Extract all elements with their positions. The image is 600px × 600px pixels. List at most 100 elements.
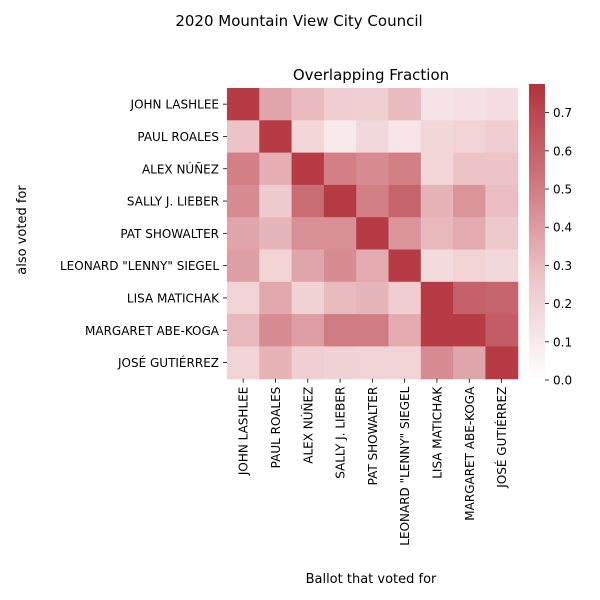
heatmap-cell [388, 346, 422, 380]
y-tick-labels: JOHN LASHLEE PAUL ROALES ALEX NÚÑEZ SALLY J… [60, 98, 227, 370]
heatmap-cell [453, 249, 486, 283]
heatmap-cell [259, 281, 293, 315]
heatmap-cell [453, 88, 486, 121]
heatmap-cells [227, 88, 519, 380]
heatmap-cell [485, 217, 519, 251]
heatmap-cell [485, 281, 519, 315]
heatmap-cell [356, 184, 390, 218]
heatmap-cell [227, 281, 260, 315]
heatmap-cell [259, 184, 293, 218]
colorbar-tick-label: 0.3 [553, 259, 572, 273]
heatmap-cell [323, 346, 357, 380]
heatmap-cell [485, 120, 519, 154]
x-tick-label: JOSÉ GUTIÉRREZ [494, 387, 509, 489]
heatmap-cell [388, 120, 422, 154]
heatmap-cell [420, 152, 454, 186]
heatmap-cell [420, 120, 454, 154]
heatmap-cell [291, 314, 325, 347]
heatmap-cell [485, 346, 519, 380]
heatmap-cell [323, 217, 357, 251]
x-tick-label: JOHN LASHLEE [237, 387, 251, 476]
heatmap-cell [388, 281, 422, 315]
colorbar-tick-label: 0.0 [553, 374, 572, 388]
heatmap-cell [291, 88, 325, 121]
heatmap-cell [323, 314, 357, 347]
heatmap-cell [227, 314, 260, 347]
colorbar-tick-label: 0.1 [553, 335, 572, 349]
heatmap-cell [291, 281, 325, 315]
heatmap-cell [259, 120, 293, 154]
heatmap-cell [420, 346, 454, 380]
heatmap-cell [356, 314, 390, 347]
x-tick-label: MARGARET ABE-KOGA [463, 386, 477, 521]
heatmap-cell [388, 217, 422, 251]
y-tick-label: MARGARET ABE-KOGA [85, 324, 220, 338]
heatmap-cell [485, 314, 519, 347]
heatmap-cell [420, 249, 454, 283]
heatmap-cell [259, 217, 293, 251]
heatmap-cell [356, 120, 390, 154]
heatmap-cell [388, 152, 422, 186]
heatmap-cell [259, 346, 293, 380]
heatmap-cell [485, 184, 519, 218]
heatmap-cell [291, 217, 325, 251]
heatmap-cell [323, 249, 357, 283]
heatmap-cell [453, 314, 486, 347]
x-tick-labels: JOHN LASHLEE PAUL ROALES ALEX NÚÑEZ SALLY J… [237, 378, 509, 546]
y-tick-label: JOHN LASHLEE [130, 98, 219, 112]
heatmap-cell [485, 249, 519, 283]
heatmap-cell [323, 152, 357, 186]
heatmap-cell [356, 88, 390, 121]
heatmap-cell [453, 346, 486, 380]
heatmap-cell [388, 88, 422, 121]
heatmap-cell [323, 88, 357, 121]
y-tick-label: JOSÉ GUTIÉRREZ [117, 355, 219, 370]
x-tick-label: LEONARD "LENNY" SIEGEL [398, 386, 412, 545]
colorbar [529, 84, 545, 380]
x-tick-label: ALEX NÚÑEZ [300, 387, 315, 464]
heatmap-cell [453, 152, 486, 186]
heatmap-cell [323, 120, 357, 154]
heatmap-cell [485, 152, 519, 186]
colorbar-tick-label: 0.2 [553, 297, 572, 311]
heatmap-cell [388, 314, 422, 347]
heatmap-cell [420, 88, 454, 121]
x-tick-label: PAUL ROALES [269, 387, 283, 469]
colorbar-tick-label: 0.5 [553, 183, 572, 197]
x-tick-label: LISA MATICHAK [430, 386, 444, 479]
colorbar-tick-label: 0.4 [553, 221, 572, 235]
heatmap-cell [420, 281, 454, 315]
heatmap-cell [356, 152, 390, 186]
x-tick-label: PAT SHOWALTER [366, 387, 380, 486]
chart-title: Overlapping Fraction [293, 66, 449, 84]
heatmap-cell [356, 217, 390, 251]
heatmap-cell [227, 152, 260, 186]
heatmap-cell [291, 152, 325, 186]
heatmap-cell [227, 120, 260, 154]
heatmap-cell [420, 217, 454, 251]
heatmap-cell [259, 249, 293, 283]
y-axis-label: also voted for [15, 185, 30, 275]
heatmap-cell [356, 249, 390, 283]
heatmap-cell [485, 88, 519, 121]
heatmap-cell [388, 249, 422, 283]
heatmap-cell [453, 120, 486, 154]
heatmap-cell [323, 281, 357, 315]
heatmap-cell [259, 152, 293, 186]
colorbar-tick-label: 0.6 [553, 144, 572, 158]
heatmap-cell [356, 281, 390, 315]
y-tick-label: SALLY J. LIEBER [127, 195, 219, 209]
heatmap-cell [259, 88, 293, 121]
heatmap-cell [388, 184, 422, 218]
heatmap-cell [356, 346, 390, 380]
heatmap-cell [420, 184, 454, 218]
heatmap-cell [323, 184, 357, 218]
heatmap-cell [227, 88, 260, 121]
x-tick-label: SALLY J. LIEBER [334, 387, 348, 479]
heatmap-cell [420, 314, 454, 347]
heatmap-cell [291, 120, 325, 154]
heatmap-cell [453, 184, 486, 218]
heatmap-cell [259, 314, 293, 347]
y-tick-label: LISA MATICHAK [127, 291, 220, 305]
y-tick-label: LEONARD "LENNY" SIEGEL [60, 259, 219, 273]
